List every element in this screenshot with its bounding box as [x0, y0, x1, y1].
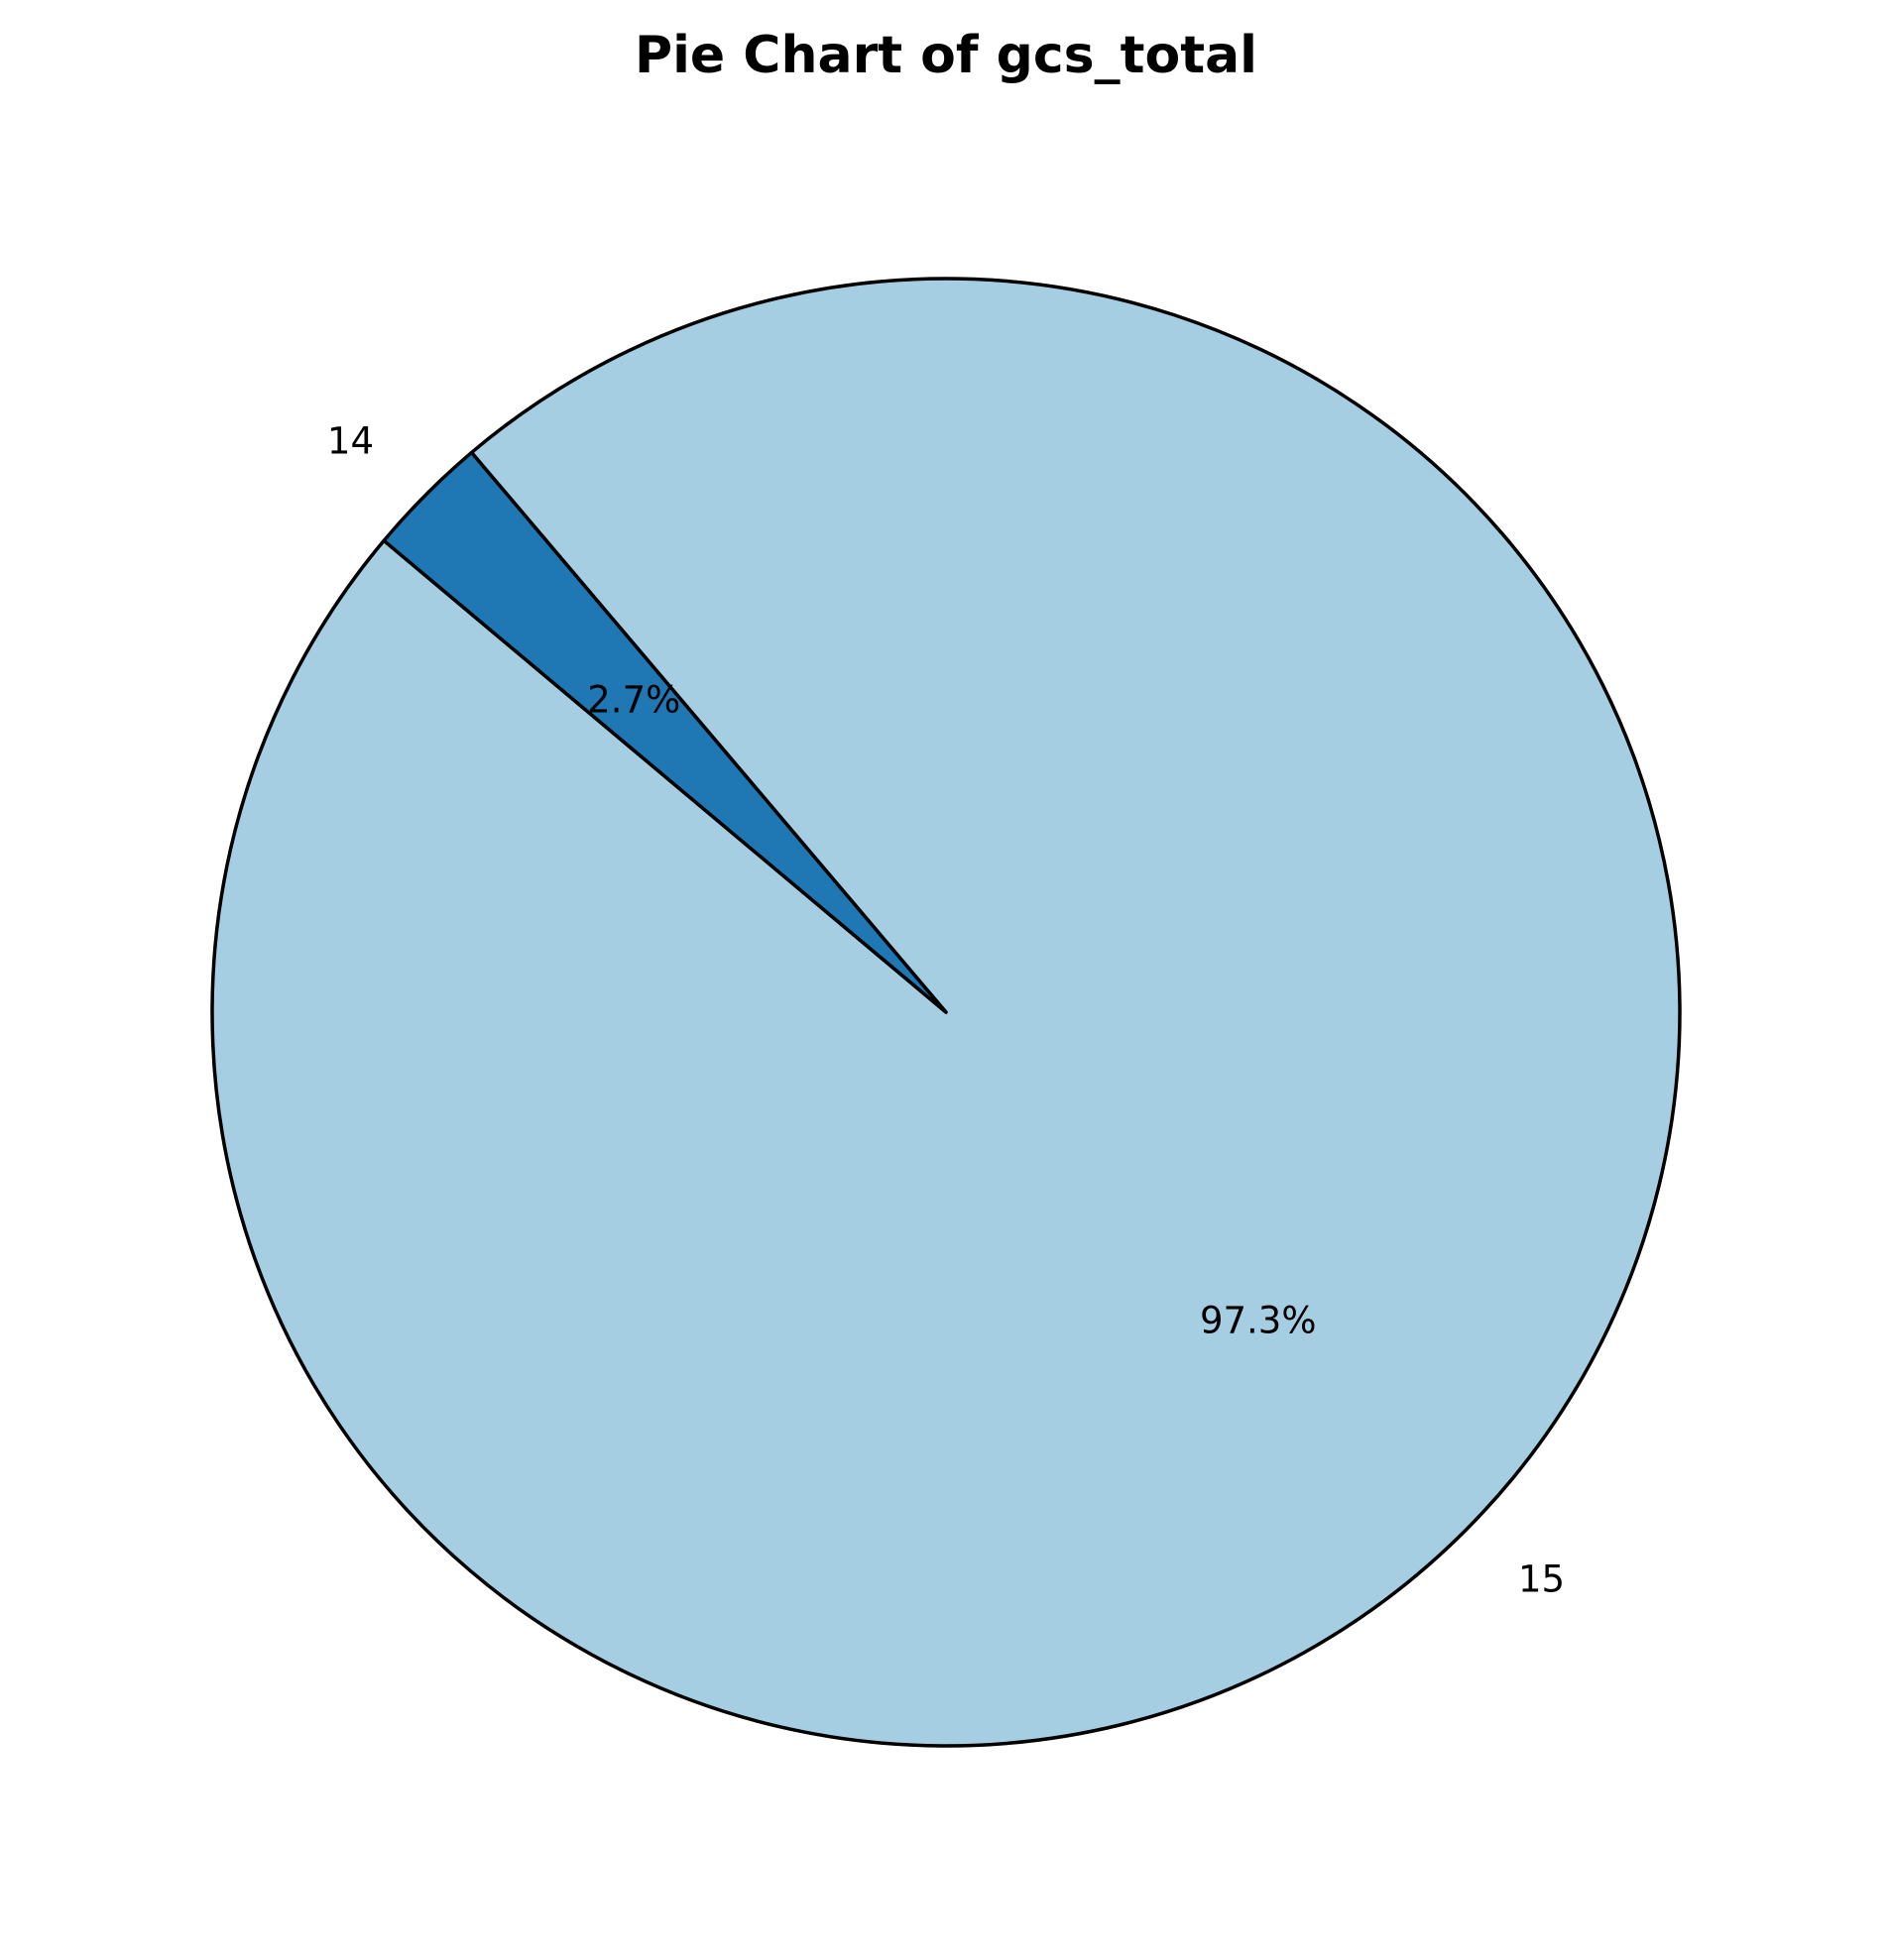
chart-title: Pie Chart of gcs_total	[635, 26, 1257, 85]
pie-slice-14	[382, 450, 948, 1014]
pie-slices	[210, 277, 1682, 1748]
pie-labels: 15 97.3% 14 2.7%	[327, 419, 1565, 1600]
slice-percent-14: 2.7%	[587, 678, 680, 721]
slice-percent-15: 97.3%	[1200, 1300, 1317, 1342]
slice-label-14: 14	[327, 419, 374, 462]
slice-label-15: 15	[1518, 1558, 1565, 1601]
